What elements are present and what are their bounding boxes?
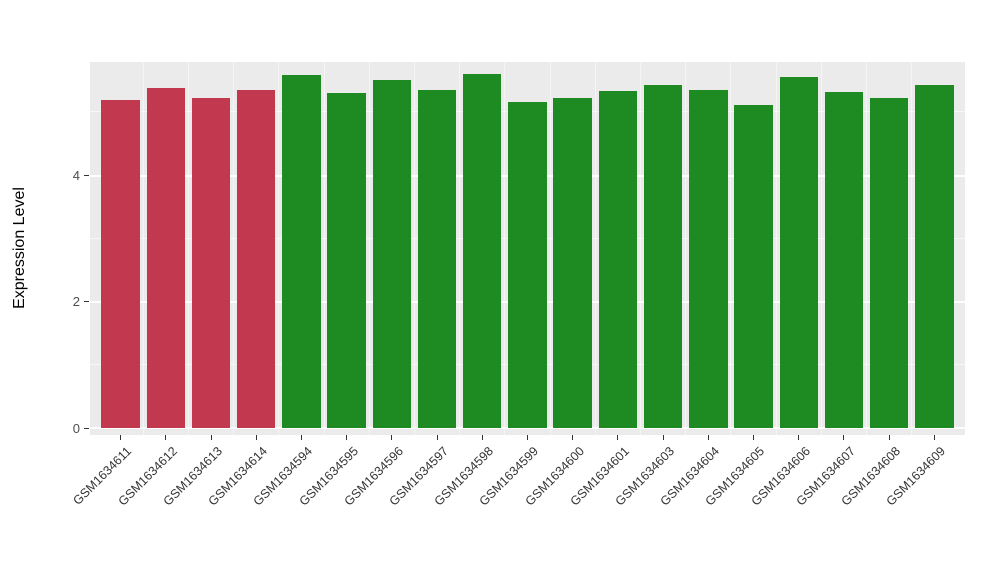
x-tick-mark-GSM1634605	[753, 435, 755, 440]
bar-GSM1634603	[643, 84, 683, 428]
x-tick-mark-GSM1634594	[300, 435, 302, 440]
gridline-vertical	[820, 62, 822, 435]
gridline-vertical	[911, 62, 913, 435]
gridline-vertical	[459, 62, 461, 435]
gridline-vertical	[368, 62, 370, 435]
y-tick-label-0: 0	[72, 420, 80, 436]
x-tick-mark-GSM1634597	[436, 435, 438, 440]
x-tick-mark-GSM1634609	[933, 435, 935, 440]
gridline-vertical	[504, 62, 506, 435]
gridline-vertical	[187, 62, 189, 435]
bar-GSM1634604	[689, 89, 728, 428]
bar-GSM1634599	[508, 101, 547, 428]
x-tick-mark-GSM1634603	[662, 435, 664, 440]
x-tick-mark-GSM1634599	[527, 435, 528, 440]
bar-GSM1634605	[734, 104, 773, 428]
plot-area	[90, 62, 965, 435]
bar-GSM1634612	[146, 87, 186, 428]
bar-GSM1634606	[779, 76, 818, 428]
x-tick-mark-GSM1634614	[255, 435, 257, 440]
gridline-vertical	[730, 62, 732, 435]
gridline-vertical	[640, 62, 642, 435]
x-tick-mark-GSM1634601	[617, 435, 619, 440]
bar-GSM1634611	[101, 99, 140, 428]
bar-GSM1634613	[191, 97, 231, 428]
gridline-vertical	[142, 62, 144, 435]
gridline-vertical	[233, 62, 235, 435]
bar-GSM1634601	[598, 91, 638, 428]
gridline-vertical	[866, 62, 868, 435]
bar-GSM1634608	[869, 97, 909, 428]
gridline-vertical	[549, 62, 551, 435]
bar-GSM1634614	[237, 89, 276, 428]
gridline-vertical	[685, 62, 687, 435]
y-tick-mark-2	[84, 301, 89, 303]
gridline-vertical	[323, 62, 325, 435]
bar-GSM1634600	[553, 97, 592, 428]
bar-GSM1634594	[282, 74, 321, 428]
x-tick-mark-GSM1634604	[707, 435, 709, 440]
x-tick-mark-GSM1634607	[843, 435, 845, 440]
gridline-vertical	[594, 62, 596, 435]
x-tick-mark-GSM1634600	[572, 435, 574, 440]
x-tick-mark-GSM1634598	[481, 435, 483, 440]
bar-GSM1634609	[915, 84, 954, 428]
y-tick-mark-4	[84, 175, 89, 177]
x-tick-mark-GSM1634608	[888, 435, 890, 440]
gridline-vertical	[413, 62, 415, 435]
x-tick-mark-GSM1634611	[120, 435, 122, 440]
y-axis-title: Expression Level	[11, 187, 28, 309]
bar-GSM1634596	[372, 79, 412, 428]
gridline-vertical	[775, 62, 777, 435]
x-tick-mark-GSM1634613	[210, 435, 212, 440]
bar-GSM1634598	[463, 74, 502, 428]
bar-GSM1634595	[327, 92, 366, 428]
y-tick-label-2: 2	[72, 294, 80, 310]
x-tick-mark-GSM1634596	[391, 435, 393, 440]
y-tick-mark-0	[84, 427, 89, 429]
y-tick-label-4: 4	[72, 168, 80, 184]
bar-GSM1634607	[824, 91, 864, 428]
x-tick-mark-GSM1634612	[165, 435, 167, 440]
x-tick-mark-GSM1634606	[798, 435, 800, 440]
gridline-major-y0	[90, 427, 965, 429]
bar-GSM1634597	[417, 89, 457, 428]
gridline-vertical	[278, 62, 280, 435]
x-tick-mark-GSM1634595	[346, 435, 348, 440]
